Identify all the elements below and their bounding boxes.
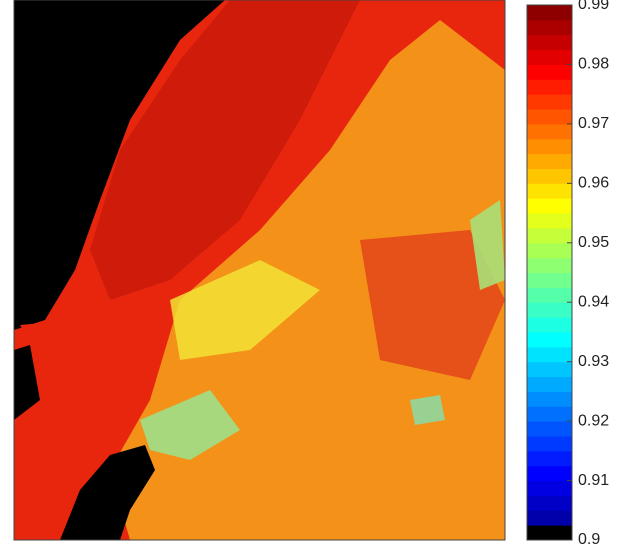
colorbar-swatch: [527, 421, 572, 436]
colorbar: 0.9 0.91 0.92 0.93 0.94 0.95 0.96 0.97 0.98 0.99: [527, 0, 609, 548]
colorbar-swatch: [527, 347, 572, 362]
tick-label: 0.98: [578, 56, 609, 73]
tick-label: 0.99: [578, 0, 609, 13]
colorbar-swatch: [527, 154, 572, 169]
colorbar-swatch: [527, 35, 572, 50]
colorbar-swatch: [527, 198, 572, 213]
colorbar-swatch: [527, 168, 572, 183]
colorbar-swatch: [527, 228, 572, 243]
tick-label: 0.94: [578, 293, 609, 310]
colorbar-swatch: [527, 213, 572, 228]
figure: 0.9 0.91 0.92 0.93 0.94 0.95 0.96 0.97 0.98 0.99: [0, 0, 617, 550]
colorbar-swatch: [527, 377, 572, 392]
tick-label: 0.95: [578, 234, 609, 251]
colorbar-swatch: [527, 50, 572, 65]
colorbar-swatch: [527, 79, 572, 94]
tick-label: 0.92: [578, 412, 609, 429]
tick-label: 0.91: [578, 472, 609, 489]
colorbar-swatch: [527, 436, 572, 451]
colorbar-swatch: [527, 243, 572, 258]
colorbar-swatch: [527, 406, 572, 421]
tick-label: 0.9: [578, 531, 600, 548]
colorbar-swatch: [527, 287, 572, 302]
colorbar-swatch: [527, 481, 572, 496]
colorbar-swatch: [527, 525, 572, 540]
colorbar-swatch: [527, 20, 572, 35]
tick-label: 0.96: [578, 175, 609, 192]
tick-label: 0.93: [578, 353, 609, 370]
map-image: [14, 0, 505, 540]
colorbar-swatch: [527, 391, 572, 406]
colorbar-swatch: [527, 94, 572, 109]
colorbar-swatch: [527, 273, 572, 288]
colorbar-swatch: [527, 64, 572, 79]
colorbar-swatch: [527, 109, 572, 124]
colorbar-swatch: [527, 183, 572, 198]
colorbar-swatch: [527, 495, 572, 510]
tick-label: 0.97: [578, 115, 609, 132]
colorbar-swatch: [527, 510, 572, 525]
colorbar-swatch: [527, 302, 572, 317]
colorbar-swatch: [527, 124, 572, 139]
page: 0.90.910.920.930.940.950.960.970.980.99 …: [0, 0, 617, 550]
colorbar-swatch: [527, 332, 572, 347]
colorbar-swatch: [527, 362, 572, 377]
colorbar-swatch: [527, 451, 572, 466]
colorbar-swatch: [527, 5, 572, 20]
colorbar-swatch: [527, 139, 572, 154]
colorbar-swatch: [527, 258, 572, 273]
colorbar-swatch: [527, 466, 572, 481]
colorbar-swatch: [527, 317, 572, 332]
